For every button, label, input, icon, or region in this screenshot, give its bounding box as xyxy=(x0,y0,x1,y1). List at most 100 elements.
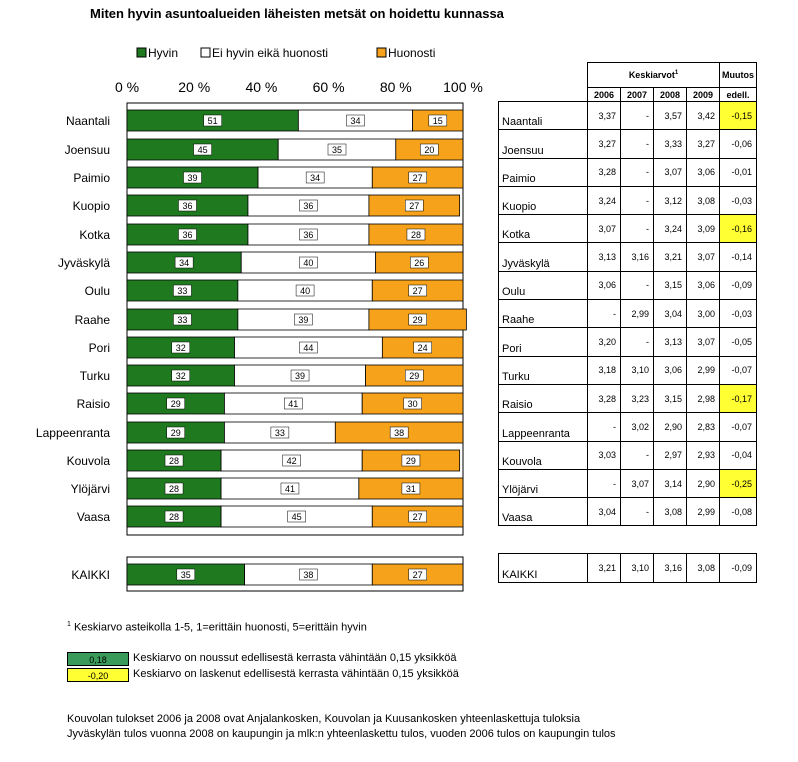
row-value: 3,04 xyxy=(653,299,687,329)
row-value: 3,24 xyxy=(653,214,687,244)
row-change: -0,07 xyxy=(719,355,757,385)
row-value: 3,03 xyxy=(587,440,621,470)
data-label-box xyxy=(401,482,421,495)
data-label: 29 xyxy=(409,371,419,381)
total-city: KAIKKI xyxy=(498,553,588,584)
year-header: 2008 xyxy=(653,87,687,102)
data-label-box xyxy=(284,397,303,410)
table-row: Lappeenranta -3,02 2,90 2,83 -0,07 xyxy=(498,412,757,442)
data-label: 39 xyxy=(188,173,198,183)
note-kouvola: Kouvolan tulokset 2006 ja 2008 ovat Anja… xyxy=(67,713,581,725)
row-value: - xyxy=(587,299,621,329)
data-label-box xyxy=(299,341,318,354)
row-city: Naantali xyxy=(498,100,588,131)
row-change: -0,04 xyxy=(719,440,757,470)
data-label: 51 xyxy=(208,116,218,126)
data-label-box xyxy=(171,341,191,354)
row-value: 2,90 xyxy=(653,412,687,442)
data-label-box xyxy=(406,228,426,241)
data-label: 36 xyxy=(182,230,192,240)
category-label: Turku xyxy=(80,369,110,383)
increase-legend-text: Keskiarvo on noussut edellisestä kerrast… xyxy=(133,652,457,664)
data-label-box xyxy=(280,482,300,495)
row-value: 3,21 xyxy=(653,242,687,272)
table-row: Ylöjärvi -3,07 3,14 2,90 -0,25 xyxy=(498,468,757,499)
row-value: 3,08 xyxy=(686,185,720,216)
row-value: 3,23 xyxy=(620,383,654,414)
row-value: 3,02 xyxy=(620,412,654,442)
table-row: Vaasa 3,04-3,08 2,99 -0,08 xyxy=(498,497,757,527)
data-label: 20 xyxy=(424,145,434,155)
row-value: - xyxy=(620,440,654,470)
x-tick-label: 20 % xyxy=(178,79,210,95)
category-label: Kotka xyxy=(79,228,110,242)
row-value: 3,42 xyxy=(686,100,720,131)
data-label: 15 xyxy=(433,116,443,126)
row-value: 2,93 xyxy=(686,440,720,470)
data-label-box xyxy=(290,369,310,382)
row-change: -0,17 xyxy=(719,383,757,414)
data-label: 26 xyxy=(414,258,424,268)
stacked-bar-chart: Hyvin Ei hyvin eikä huonosti Huonosti 0 % 20… xyxy=(36,46,483,592)
table-row: Kouvola 3,03-2,97 2,93 -0,04 xyxy=(498,440,757,470)
header-edell: edell. xyxy=(719,87,757,102)
data-label: 34 xyxy=(350,116,360,126)
data-label-box xyxy=(270,426,290,439)
row-value: - xyxy=(620,214,654,244)
table-row: Jyväskylä 3,13 3,16 3,21 3,07 -0,14 xyxy=(498,242,757,272)
row-value: 3,06 xyxy=(587,270,621,301)
data-label-box xyxy=(305,171,325,184)
data-label: 40 xyxy=(300,286,310,296)
data-label-box xyxy=(410,256,429,269)
row-value: 3,10 xyxy=(620,355,654,385)
table-row: Kuopio 3,24-3,12 3,08 -0,03 xyxy=(498,185,757,216)
row-value: 3,00 xyxy=(686,299,720,329)
row-city: Jyväskylä xyxy=(498,242,588,272)
table-total-row: KAIKKI 3,21 3,10 3,16 3,08 -0,09 xyxy=(498,553,757,584)
row-change: -0,03 xyxy=(719,299,757,329)
row-value: 3,07 xyxy=(620,468,654,499)
data-label: 29 xyxy=(171,399,181,409)
data-label-box xyxy=(405,369,424,382)
data-label: 42 xyxy=(287,456,297,466)
data-label: 38 xyxy=(394,428,404,438)
data-label-box xyxy=(420,143,439,156)
row-change: -0,16 xyxy=(719,214,757,244)
data-label-box xyxy=(299,256,318,269)
chart-title: Miten hyvin asuntoalueiden läheisten met… xyxy=(90,6,504,21)
legend-swatch-1 xyxy=(200,47,211,58)
year-header: 2006 xyxy=(587,87,621,102)
data-label: 27 xyxy=(413,512,423,522)
total-change: -0,09 xyxy=(719,553,757,584)
data-label: 24 xyxy=(418,343,428,353)
data-label-box xyxy=(428,114,448,127)
total-value: 3,08 xyxy=(686,553,720,584)
data-label-box xyxy=(173,313,192,326)
category-label: Pori xyxy=(89,341,110,355)
data-label-box xyxy=(413,341,432,354)
year-header: 2007 xyxy=(620,87,654,102)
data-label-box xyxy=(299,228,318,241)
data-label: 36 xyxy=(303,230,313,240)
row-change: -0,05 xyxy=(719,327,757,357)
data-label: 32 xyxy=(176,343,186,353)
row-value: - xyxy=(620,327,654,357)
footnote: 1 Keskiarvo asteikolla 1-5, 1=erittäin h… xyxy=(67,621,367,634)
row-change: -0,25 xyxy=(719,468,757,499)
category-label: Vaasa xyxy=(77,510,110,524)
row-value: 3,07 xyxy=(653,157,687,187)
category-label: KAIKKI xyxy=(71,568,110,582)
row-value: 3,13 xyxy=(653,327,687,357)
data-label-box xyxy=(173,284,192,297)
data-label: 31 xyxy=(406,484,416,494)
table-row: Pori 3,20-3,13 3,07 -0,05 xyxy=(498,327,757,357)
row-value: 3,28 xyxy=(587,157,621,187)
data-label-box xyxy=(389,426,409,439)
data-label-box xyxy=(408,171,427,184)
table-row: Raahe -2,99 3,04 3,00 -0,03 xyxy=(498,299,757,329)
row-change: -0,06 xyxy=(719,129,757,159)
row-value: 3,13 xyxy=(587,242,621,272)
data-label: 28 xyxy=(411,230,421,240)
data-label: 29 xyxy=(171,428,181,438)
data-label: 38 xyxy=(303,570,313,580)
